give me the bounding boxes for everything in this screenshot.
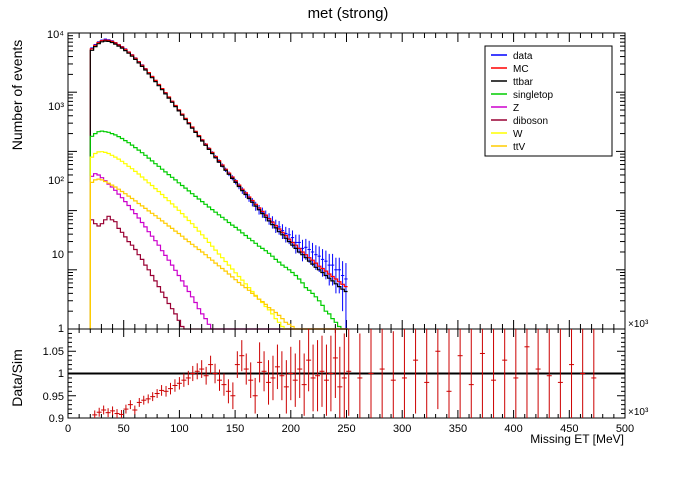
x-tick-label: 500: [616, 423, 634, 435]
x-tick-label: 350: [449, 423, 467, 435]
legend-label: ttV: [513, 142, 526, 153]
x-tick-label: 50: [118, 423, 130, 435]
x-tick-label: 400: [504, 423, 522, 435]
x-tick-label: 300: [393, 423, 411, 435]
top-x-multiplier: ×10³: [628, 319, 649, 330]
bottom-y-tick-label: 0.9: [49, 413, 64, 425]
legend-label: data: [513, 51, 533, 62]
top-y-tick-label: 10⁴: [47, 29, 64, 41]
x-tick-label: 100: [170, 423, 188, 435]
chart-title: met (strong): [308, 5, 389, 22]
legend-label: diboson: [513, 116, 548, 127]
x-tick-label: 0: [65, 423, 71, 435]
series-mc: [89, 39, 348, 329]
x-axis-label: Missing ET [MeV]: [530, 432, 624, 446]
x-tick-label: 200: [282, 423, 300, 435]
x-tick-label: 150: [226, 423, 244, 435]
legend-label: MC: [513, 64, 529, 75]
series-diboson: [89, 215, 348, 330]
legend-label: singletop: [513, 90, 553, 101]
legend-label: W: [513, 129, 523, 140]
series-w: [89, 151, 348, 330]
bottom-plot-area: [67, 328, 626, 419]
top-y-tick-label: 1: [58, 323, 64, 335]
top-y-tick-label: 10: [52, 249, 64, 261]
x-tick-label: 450: [560, 423, 578, 435]
bottom-y-tick-label: 1: [58, 368, 64, 380]
top-y-axis-label: Number of events: [9, 40, 25, 151]
bottom-y-tick-label: 1.05: [43, 346, 64, 358]
series-ttbar: [89, 40, 348, 329]
top-y-tick-label: 10³: [48, 101, 64, 113]
top-y-tick-label: 10²: [48, 175, 64, 187]
legend-box: [484, 45, 613, 157]
bottom-y-tick-label: 0.95: [43, 391, 64, 403]
legend-label: Z: [513, 103, 519, 114]
legend-label: ttbar: [513, 77, 534, 88]
series-ttv: [89, 178, 348, 330]
bottom-y-axis-label: Data/Sim: [9, 349, 25, 407]
x-tick-label: 250: [337, 423, 355, 435]
bottom-x-multiplier: ×10³: [628, 407, 649, 418]
series-singletop: [89, 130, 348, 330]
